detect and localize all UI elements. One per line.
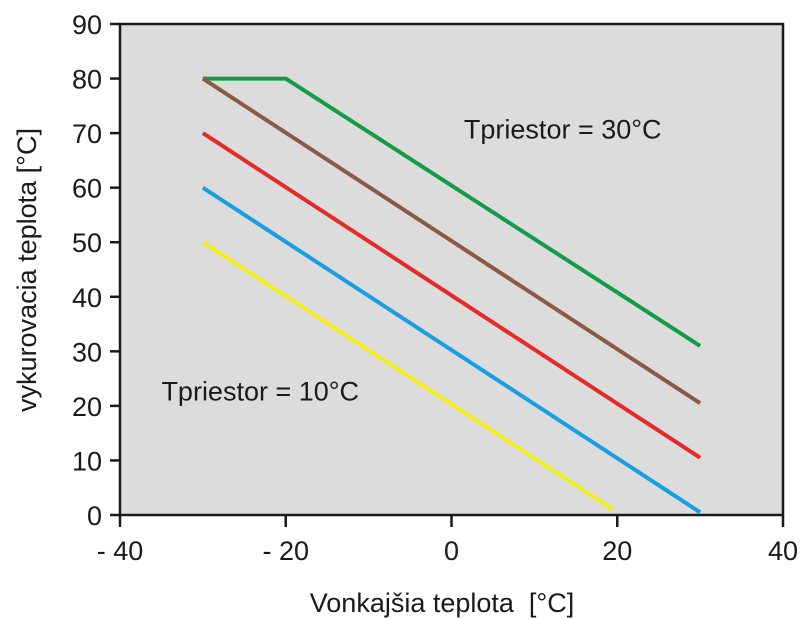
y-tick-label: 40 xyxy=(72,283,102,313)
series-line-2 xyxy=(201,76,702,405)
y-axis-title: vykurovacia teplota [°C] xyxy=(12,128,42,412)
series-line-1 xyxy=(202,76,702,348)
annotations: Tpriestor = 30°C Tpriestor = 10°C xyxy=(161,115,661,407)
y-tick-label: 10 xyxy=(72,446,102,476)
x-tick-label: 40 xyxy=(768,536,798,566)
x-tick-label: - 20 xyxy=(262,536,309,566)
annotation-1: Tpriestor = 30°C xyxy=(464,115,662,145)
x-tick-label: - 40 xyxy=(97,536,144,566)
series-layer xyxy=(201,76,702,514)
y-tick-label: 90 xyxy=(72,10,102,40)
series-line-3 xyxy=(201,131,702,460)
y-tick-label: 30 xyxy=(72,337,102,367)
y-tick-label: 70 xyxy=(72,119,102,149)
annotation-2: Tpriestor = 10°C xyxy=(161,376,359,406)
series-line-4 xyxy=(201,186,702,514)
series-line-5 xyxy=(201,240,615,512)
y-tick-label: 80 xyxy=(72,65,102,95)
y-tick-label: 60 xyxy=(72,174,102,204)
x-axis: - 40 - 20 0 20 40 xyxy=(97,515,798,566)
x-axis-title: Vonkajšia teplota [°C] xyxy=(310,588,574,618)
x-tick-label: 20 xyxy=(602,536,632,566)
y-tick-label: 0 xyxy=(87,501,102,531)
x-tick-label: 0 xyxy=(444,536,459,566)
y-axis: 0 10 20 30 40 50 60 70 80 90 xyxy=(72,10,120,531)
y-tick-label: 50 xyxy=(72,228,102,258)
y-tick-label: 20 xyxy=(72,392,102,422)
plot-area xyxy=(118,22,785,517)
